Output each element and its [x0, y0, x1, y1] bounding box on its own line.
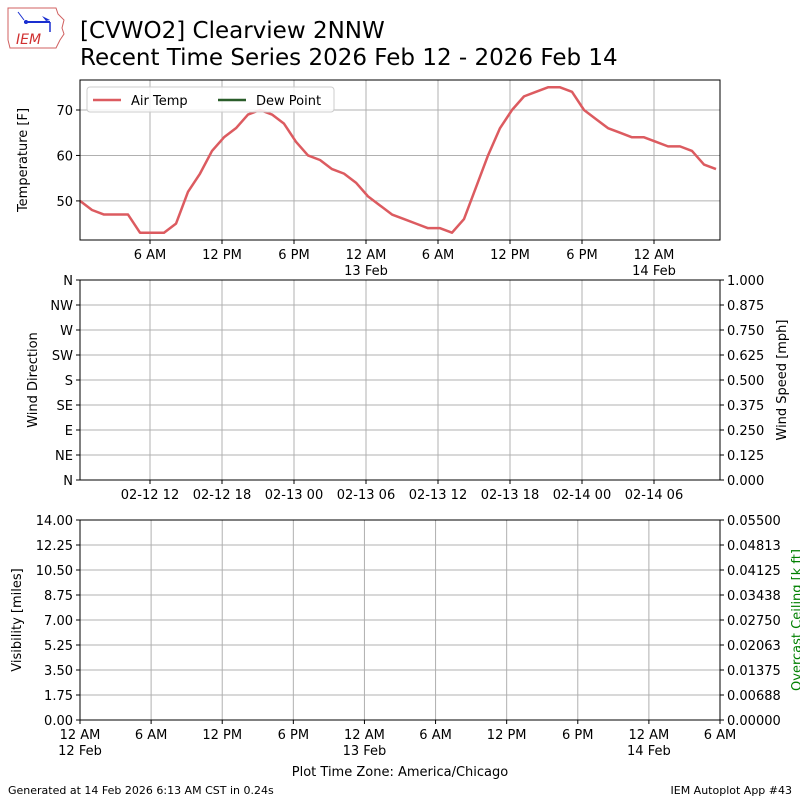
- y-tick-label: 60: [56, 149, 73, 164]
- x-tick-label: 02-12 18: [193, 488, 251, 503]
- y-tick-label: 5.25: [44, 639, 73, 654]
- legend-label: Dew Point: [256, 94, 321, 109]
- x-tick-label: 6 AM: [134, 248, 167, 263]
- x-tick-label: 02-14 00: [553, 488, 611, 503]
- air-temp-line: [79, 86, 717, 234]
- x-axis-label: Plot Time Zone: America/Chicago: [292, 765, 508, 780]
- y2-tick-label: 0.01375: [727, 664, 781, 679]
- axes-frame: [79, 79, 721, 241]
- y2-tick-label: 0.02750: [727, 614, 781, 629]
- y2-tick-label: 0.375: [727, 399, 764, 414]
- y-tick-label: 12.25: [36, 539, 73, 554]
- x-tick-label: 6 AM: [704, 728, 737, 743]
- x-tick-label: 12 AM: [628, 728, 669, 743]
- x-tick-label: 6 PM: [278, 728, 309, 743]
- x-tick-label: 12 AM: [634, 248, 675, 263]
- y2-tick-label: 0.02063: [727, 639, 781, 654]
- x-tick-label: 02-13 00: [265, 488, 323, 503]
- legend-box: [86, 86, 335, 113]
- x-tick-label: 6 PM: [278, 248, 309, 263]
- x-tick-sublabel: 14 Feb: [627, 744, 671, 759]
- y-axis-label: Visibility [miles]: [10, 568, 25, 671]
- generated-text: Generated at 14 Feb 2026 6:13 AM CST in …: [8, 784, 274, 797]
- x-tick-label: 12 AM: [344, 728, 385, 743]
- y-tick-label: 8.75: [44, 589, 73, 604]
- y-tick-label: 0.00: [44, 714, 73, 729]
- app-label: IEM Autoplot App #43: [670, 784, 793, 797]
- y2-tick-label: 0.750: [727, 324, 764, 339]
- x-tick-label: 12 AM: [60, 728, 101, 743]
- iem-logo: IEM: [7, 7, 65, 49]
- axes-frame: [79, 519, 721, 721]
- y2-tick-label: 0.500: [727, 374, 764, 389]
- x-tick-label: 6 AM: [422, 248, 455, 263]
- x-tick-label: 12 PM: [202, 728, 242, 743]
- x-tick-label: 6 AM: [135, 728, 168, 743]
- legend-label: Air Temp: [131, 94, 188, 109]
- x-tick-label: 12 PM: [490, 248, 530, 263]
- y2-tick-label: 0.00000: [727, 714, 781, 729]
- y2-tick-label: 0.05500: [727, 514, 781, 529]
- y-tick-label: 1.75: [44, 689, 73, 704]
- x-tick-label: 02-13 12: [409, 488, 467, 503]
- chart-title: [CVWO2] Clearview 2NNW: [80, 18, 385, 44]
- x-tick-label: 02-13 18: [481, 488, 539, 503]
- y-tick-label: 3.50: [44, 664, 73, 679]
- y2-tick-label: 0.00688: [727, 689, 781, 704]
- y2-tick-label: 0.250: [727, 424, 764, 439]
- y-tick-label: N: [63, 474, 73, 489]
- y-tick-label: E: [65, 424, 73, 439]
- x-tick-sublabel: 12 Feb: [58, 744, 102, 759]
- x-tick-label: 6 PM: [562, 728, 593, 743]
- y-tick-label: NE: [55, 449, 73, 464]
- y-axis-label: Wind Direction: [26, 332, 41, 428]
- x-tick-sublabel: 14 Feb: [632, 264, 676, 279]
- y2-tick-label: 0.04125: [727, 564, 781, 579]
- chart-subtitle: Recent Time Series 2026 Feb 12 - 2026 Fe…: [80, 45, 618, 71]
- y2-axis-label: Wind Speed [mph]: [775, 320, 790, 441]
- y-tick-label: 7.00: [44, 614, 73, 629]
- x-tick-label: 6 PM: [566, 248, 597, 263]
- y2-tick-label: 0.625: [727, 349, 764, 364]
- axes-frame: [79, 279, 721, 481]
- y-tick-label: 10.50: [36, 564, 73, 579]
- x-tick-sublabel: 13 Feb: [343, 744, 387, 759]
- y2-tick-label: 0.04813: [727, 539, 781, 554]
- y-tick-label: NW: [50, 299, 73, 314]
- y2-tick-label: 0.125: [727, 449, 764, 464]
- y-tick-label: 50: [56, 195, 73, 210]
- y-tick-label: 70: [56, 104, 73, 119]
- y2-tick-label: 0.000: [727, 474, 764, 489]
- y2-tick-label: 0.03438: [727, 589, 781, 604]
- y-axis-label: Temperature [F]: [16, 108, 31, 213]
- y-tick-label: SE: [57, 399, 73, 414]
- x-tick-label: 12 PM: [202, 248, 242, 263]
- x-tick-label: 02-12 12: [121, 488, 179, 503]
- y-tick-label: SW: [52, 349, 73, 364]
- y-tick-label: N: [63, 274, 73, 289]
- x-tick-label: 02-13 06: [337, 488, 395, 503]
- x-tick-label: 12 PM: [487, 728, 527, 743]
- logo-text: IEM: [16, 32, 41, 48]
- x-tick-label: 02-14 06: [625, 488, 683, 503]
- x-tick-sublabel: 13 Feb: [344, 264, 388, 279]
- y2-tick-label: 0.875: [727, 299, 764, 314]
- y2-axis-label: Overcast Ceiling [k ft]: [790, 549, 800, 691]
- y2-tick-label: 1.000: [727, 274, 764, 289]
- y-tick-label: W: [60, 324, 73, 339]
- x-tick-label: 12 AM: [346, 248, 387, 263]
- y-tick-label: 14.00: [36, 514, 73, 529]
- x-tick-label: 6 AM: [419, 728, 452, 743]
- y-tick-label: S: [65, 374, 73, 389]
